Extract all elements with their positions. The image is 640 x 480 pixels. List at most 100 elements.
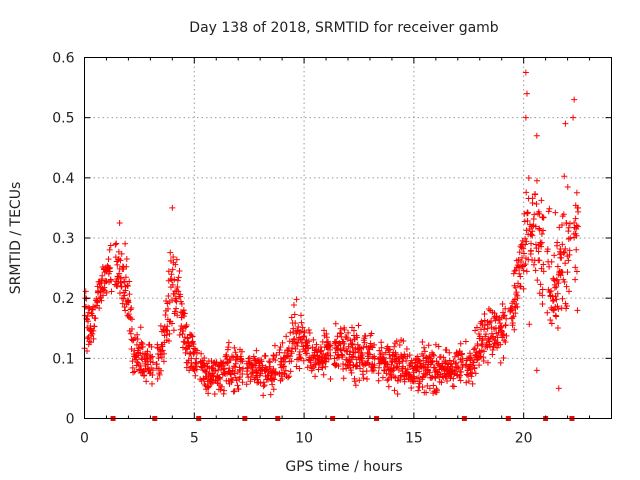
data-point xyxy=(562,260,569,267)
data-point xyxy=(327,346,334,353)
data-point xyxy=(174,312,181,319)
data-point xyxy=(503,332,510,339)
data-point xyxy=(162,312,169,319)
data-point xyxy=(497,324,504,331)
data-point xyxy=(267,391,274,398)
data-point xyxy=(384,377,391,384)
data-point xyxy=(469,380,476,387)
data-point xyxy=(174,284,181,291)
data-point xyxy=(565,257,572,264)
data-point xyxy=(485,306,492,313)
data-point xyxy=(225,339,232,346)
data-point xyxy=(443,346,450,353)
data-point xyxy=(546,288,553,295)
data-point xyxy=(164,305,171,312)
data-point xyxy=(520,250,527,257)
data-point xyxy=(122,274,129,281)
data-point xyxy=(538,239,545,246)
data-point xyxy=(217,375,224,382)
data-point xyxy=(287,329,294,336)
data-point xyxy=(161,350,168,357)
data-point xyxy=(271,376,278,383)
data-point xyxy=(232,360,239,367)
data-points xyxy=(81,69,582,399)
data-point xyxy=(123,256,130,263)
data-point xyxy=(573,246,580,253)
data-point xyxy=(512,310,519,317)
data-point xyxy=(335,363,342,370)
data-point xyxy=(514,262,521,269)
data-point xyxy=(332,320,339,327)
data-point xyxy=(299,324,306,331)
data-point xyxy=(277,344,284,351)
data-point xyxy=(392,351,399,358)
data-point xyxy=(572,215,579,222)
data-point xyxy=(562,120,569,127)
data-point xyxy=(357,365,364,372)
data-point xyxy=(528,231,535,238)
data-point xyxy=(521,218,528,225)
data-point xyxy=(425,342,432,349)
data-point xyxy=(170,253,177,260)
data-point xyxy=(334,333,341,340)
data-point xyxy=(221,387,228,394)
data-point xyxy=(554,303,561,310)
data-point xyxy=(565,224,572,231)
data-point xyxy=(157,322,164,329)
data-point xyxy=(514,303,521,310)
data-point xyxy=(97,288,104,295)
data-point xyxy=(430,382,437,389)
data-point xyxy=(156,371,163,378)
data-point xyxy=(537,281,544,288)
data-point xyxy=(122,240,129,247)
data-point xyxy=(539,300,546,307)
data-point xyxy=(383,370,390,377)
data-point xyxy=(186,343,193,350)
data-point xyxy=(294,343,301,350)
data-point xyxy=(370,367,377,374)
data-point xyxy=(419,384,426,391)
data-point xyxy=(248,373,255,380)
data-point xyxy=(560,211,567,218)
data-point xyxy=(87,339,94,346)
data-point xyxy=(260,379,267,386)
data-point xyxy=(575,204,582,211)
data-point xyxy=(238,348,245,355)
data-point xyxy=(536,225,543,232)
data-point xyxy=(536,210,543,217)
data-point xyxy=(509,320,516,327)
data-point xyxy=(574,223,581,230)
data-point xyxy=(141,372,148,379)
data-point xyxy=(375,370,382,377)
data-point xyxy=(225,344,232,351)
data-point xyxy=(116,290,123,297)
data-point xyxy=(190,341,197,348)
data-point xyxy=(478,318,485,325)
data-point xyxy=(139,343,146,350)
data-point xyxy=(149,367,156,374)
data-point xyxy=(257,380,264,387)
data-point xyxy=(514,295,521,302)
data-point xyxy=(267,359,274,366)
data-point xyxy=(124,282,131,289)
data-point xyxy=(231,370,238,377)
data-point xyxy=(366,351,373,358)
data-point xyxy=(545,208,552,215)
data-point xyxy=(457,340,464,347)
data-point xyxy=(270,386,277,393)
grid-lines xyxy=(84,57,612,419)
data-point xyxy=(450,383,457,390)
data-point xyxy=(421,348,428,355)
data-point xyxy=(347,359,354,366)
data-point xyxy=(122,287,129,294)
data-point xyxy=(279,339,286,346)
data-point xyxy=(546,263,553,270)
data-point xyxy=(387,371,394,378)
data-point xyxy=(103,289,110,296)
data-point xyxy=(205,384,212,391)
data-point xyxy=(301,329,308,336)
data-point xyxy=(98,297,105,304)
data-point xyxy=(178,300,185,307)
data-point xyxy=(438,379,445,386)
